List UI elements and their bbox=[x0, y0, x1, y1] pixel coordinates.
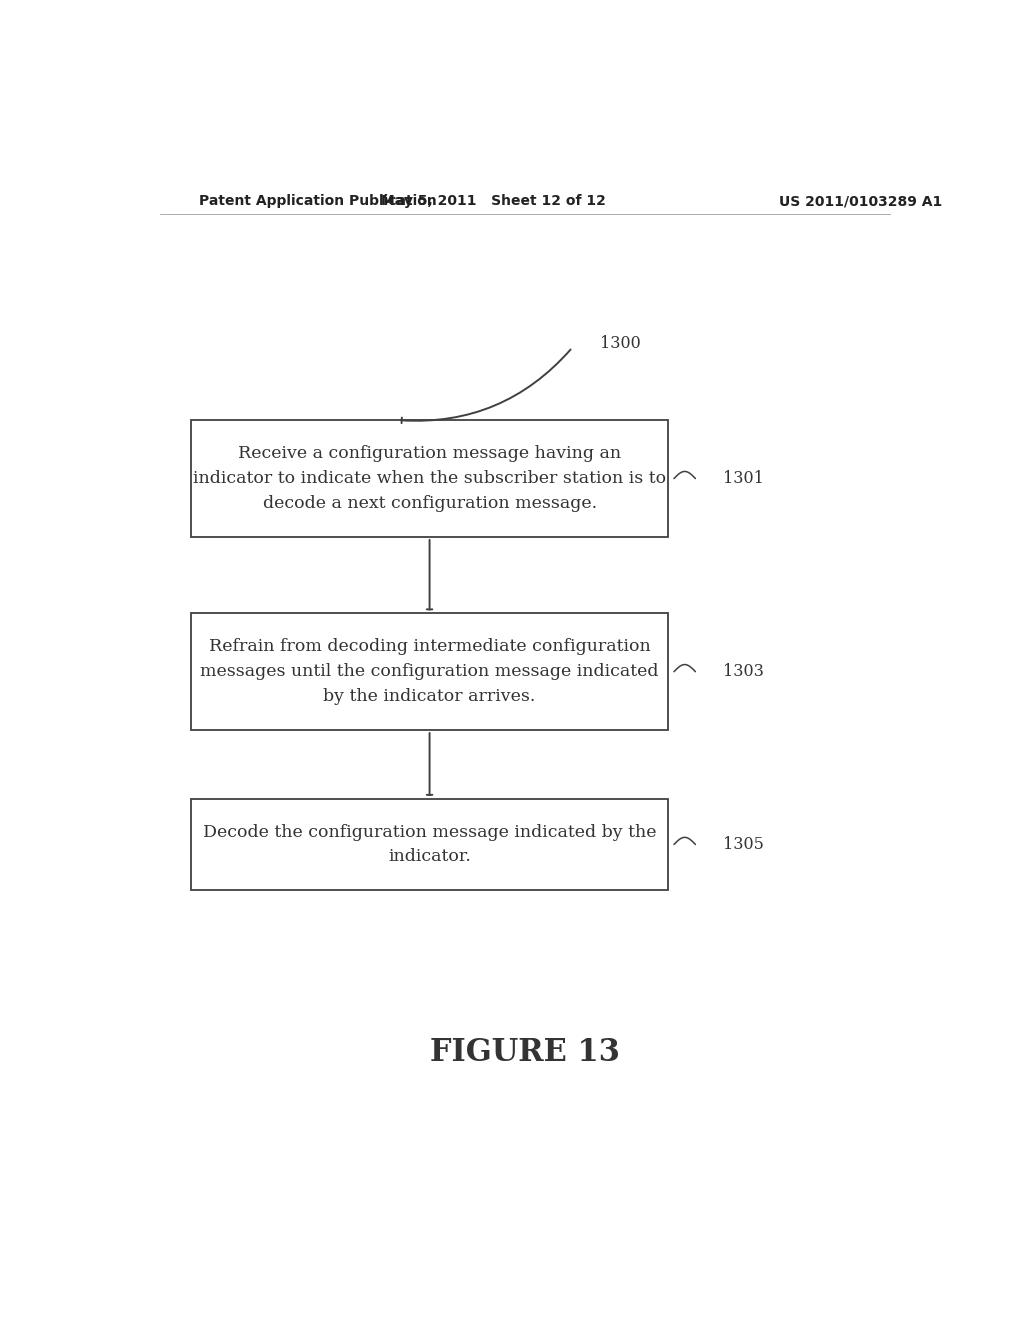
Text: Refrain from decoding intermediate configuration
messages until the configuratio: Refrain from decoding intermediate confi… bbox=[201, 639, 658, 705]
Text: Patent Application Publication: Patent Application Publication bbox=[200, 194, 437, 209]
Text: 1300: 1300 bbox=[600, 335, 641, 352]
Text: Decode the configuration message indicated by the
indicator.: Decode the configuration message indicat… bbox=[203, 824, 656, 866]
Text: 1303: 1303 bbox=[723, 663, 764, 680]
Text: 1301: 1301 bbox=[723, 470, 764, 487]
FancyBboxPatch shape bbox=[191, 420, 668, 537]
Text: Receive a configuration message having an
indicator to indicate when the subscri: Receive a configuration message having a… bbox=[193, 445, 667, 512]
Text: May 5, 2011   Sheet 12 of 12: May 5, 2011 Sheet 12 of 12 bbox=[381, 194, 605, 209]
Text: 1305: 1305 bbox=[723, 836, 764, 853]
Text: US 2011/0103289 A1: US 2011/0103289 A1 bbox=[778, 194, 942, 209]
Text: FIGURE 13: FIGURE 13 bbox=[430, 1038, 620, 1068]
FancyBboxPatch shape bbox=[191, 799, 668, 890]
FancyBboxPatch shape bbox=[191, 614, 668, 730]
